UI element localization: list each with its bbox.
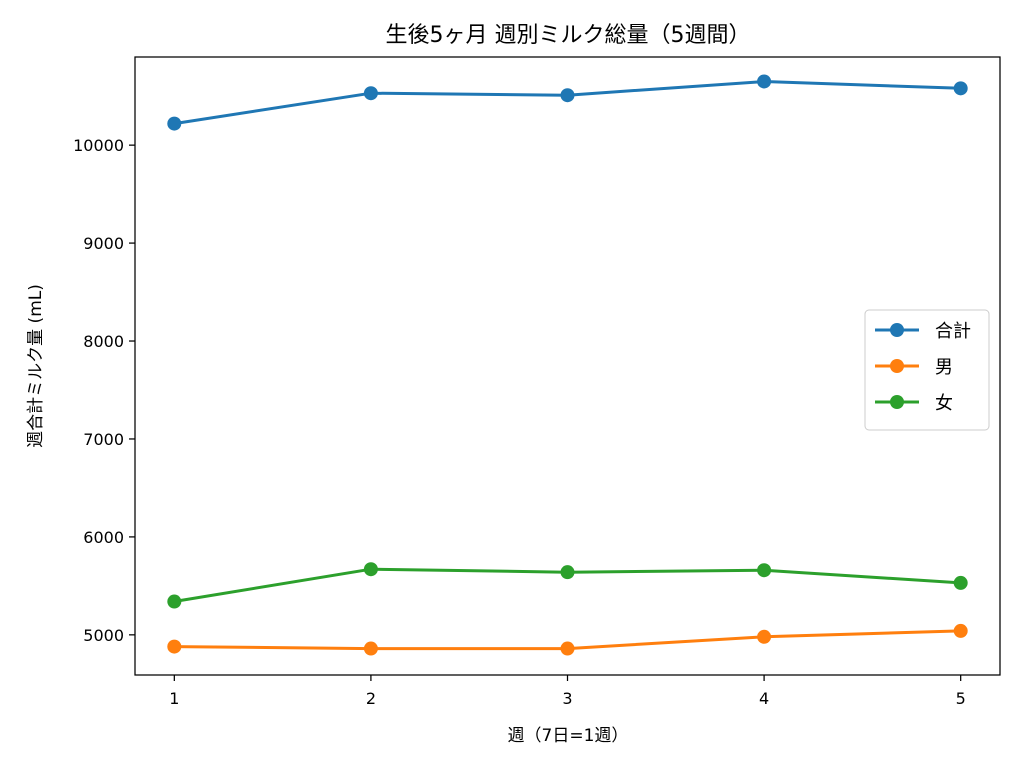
chart-title: 生後5ヶ月 週別ミルク総量（5週間） (386, 23, 751, 48)
data-point (167, 594, 182, 609)
legend-marker (890, 395, 904, 409)
data-point (757, 74, 772, 89)
y-tick-label: 9000 (83, 234, 124, 253)
plot-area: 1 2 3 4 5 5000 6000 7000 8000 9000 10000 (73, 56, 1001, 708)
data-point (560, 565, 575, 580)
y-tick-label: 5000 (83, 626, 124, 645)
data-point (363, 562, 378, 577)
y-tick-label: 7000 (83, 430, 124, 449)
data-point (953, 623, 968, 638)
data-point (757, 563, 772, 578)
data-point (363, 641, 378, 656)
y-tick-label: 6000 (83, 528, 124, 547)
data-point (560, 88, 575, 103)
legend-label: 女 (935, 393, 953, 414)
legend-marker (890, 323, 904, 337)
data-point (167, 639, 182, 654)
data-point (953, 81, 968, 96)
data-point (363, 86, 378, 101)
x-axis-label: 週（7日=1週） (508, 726, 629, 746)
data-point (167, 116, 182, 131)
x-tick-label: 3 (562, 689, 572, 708)
x-tick-label: 4 (759, 689, 769, 708)
legend-label: 男 (935, 357, 953, 378)
data-point (757, 629, 772, 644)
legend-marker (890, 359, 904, 373)
y-tick-label: 8000 (83, 332, 124, 351)
legend-label: 合計 (935, 321, 971, 342)
x-tick-label: 1 (169, 689, 179, 708)
data-point (953, 575, 968, 590)
y-tick-label: 10000 (73, 136, 124, 155)
y-axis-label: 週合計ミルク量 (mL) (26, 284, 46, 448)
data-point (560, 641, 575, 656)
x-tick-label: 5 (956, 689, 966, 708)
x-tick-label: 2 (366, 689, 376, 708)
